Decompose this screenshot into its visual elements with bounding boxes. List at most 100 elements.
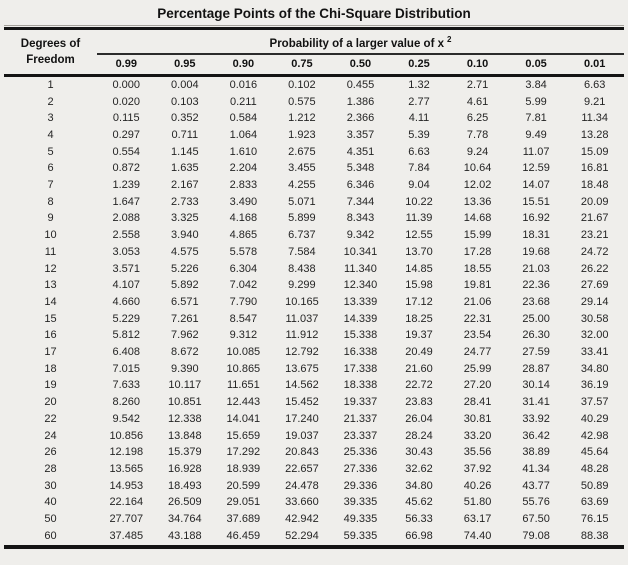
value-cell: 21.67 (580, 212, 609, 225)
value-cell: 10.165 (285, 295, 319, 308)
value-cell: 37.689 (226, 513, 261, 526)
value-cell: 18.25 (405, 312, 433, 325)
value-cell: 26.22 (580, 262, 609, 275)
value-cell: 18.493 (167, 479, 202, 492)
value-cell: 2.204 (229, 162, 258, 175)
df-cell: 30 (44, 479, 57, 492)
probability-group-label: Probability of a larger value of x (269, 37, 444, 50)
value-cell: 19.81 (463, 279, 492, 292)
value-cell: 21.03 (522, 262, 550, 275)
value-cell: 0.102 (288, 78, 316, 91)
value-cell: 0.000 (112, 78, 141, 91)
value-cell: 40.29 (580, 412, 609, 425)
value-cell: 36.19 (580, 379, 609, 392)
value-cell: 26.30 (522, 329, 550, 342)
value-cell: 12.198 (109, 446, 144, 459)
value-cell: 4.11 (408, 112, 430, 125)
value-cell: 7.015 (112, 362, 141, 375)
value-cell: 21.60 (405, 362, 433, 375)
value-cell: 5.39 (408, 128, 430, 141)
df-cell: 16 (44, 329, 57, 342)
probability-superscript: 2 (447, 35, 452, 44)
table-row: 5 0.554 1.145 1.610 2.675 4.351 6.63 9.24 11.07 1… (4, 144, 624, 161)
value-cell: 8.438 (288, 262, 316, 275)
value-cell: 37.485 (109, 529, 144, 542)
value-cell: 25.336 (343, 446, 378, 459)
value-cell: 25.00 (522, 312, 550, 325)
value-cell: 20.599 (226, 479, 261, 492)
value-cell: 15.98 (405, 279, 433, 292)
value-cell: 16.338 (343, 346, 378, 359)
value-cell: 7.344 (346, 195, 375, 208)
column-header-0.90: 0.90 (214, 53, 273, 77)
column-headers-row: 0.99 0.95 0.90 0.75 0.50 0.25 0.10 0.05 0.01 (4, 53, 624, 77)
value-cell: 14.953 (109, 479, 144, 492)
value-cell: 13.565 (109, 463, 144, 475)
chi-square-table: Degrees of Freedom Probability of a larg… (4, 27, 624, 549)
value-cell: 18.338 (343, 379, 378, 392)
value-cell: 30.81 (463, 412, 492, 425)
value-cell: 24.478 (285, 479, 319, 492)
table-row: 13 4.107 5.892 7.042 9.299 12.340 15.98 19.81 22… (4, 277, 624, 294)
table-row: 17 6.408 8.672 10.085 12.792 16.338 20.49 24.77… (4, 344, 624, 361)
value-cell: 1.386 (346, 95, 375, 108)
value-cell: 2.558 (112, 229, 141, 242)
value-cell: 33.660 (285, 496, 319, 509)
value-cell: 16.92 (522, 212, 550, 225)
value-cell: 14.562 (285, 379, 319, 392)
value-cell: 17.28 (463, 245, 492, 258)
df-cell: 2 (47, 95, 54, 108)
value-cell: 2.167 (171, 179, 199, 192)
value-cell: 29.14 (580, 295, 609, 308)
value-cell: 28.24 (405, 429, 433, 442)
value-cell: 11.34 (581, 112, 609, 125)
value-cell: 30.14 (522, 379, 550, 392)
df-cell: 50 (44, 513, 57, 526)
value-cell: 15.659 (226, 429, 261, 442)
value-cell: 45.64 (580, 446, 609, 459)
value-cell: 9.24 (466, 145, 489, 158)
value-cell: 1.635 (171, 162, 199, 175)
value-cell: 18.55 (463, 262, 492, 275)
value-cell: 7.790 (229, 295, 258, 308)
value-cell: 3.84 (525, 78, 547, 91)
column-header-0.10: 0.10 (448, 53, 507, 77)
table-row: 7 1.239 2.167 2.833 4.255 6.346 9.04 12.02 14.07… (4, 177, 624, 194)
value-cell: 1.923 (288, 128, 316, 141)
value-cell: 79.08 (522, 529, 550, 542)
value-cell: 67.50 (522, 513, 550, 526)
value-cell: 56.33 (405, 513, 433, 526)
value-cell: 35.56 (463, 446, 492, 459)
value-cell: 36.42 (522, 429, 550, 442)
value-cell: 8.547 (229, 312, 258, 325)
value-cell: 33.92 (522, 412, 550, 425)
value-cell: 11.912 (285, 329, 319, 342)
value-cell: 8.260 (112, 396, 141, 409)
value-cell: 6.408 (112, 346, 141, 359)
value-cell: 66.98 (405, 529, 433, 542)
value-cell: 37.92 (463, 463, 492, 475)
value-cell: 19.68 (522, 245, 550, 258)
value-cell: 23.21 (580, 229, 609, 242)
value-cell: 1.145 (171, 145, 199, 158)
value-cell: 2.77 (408, 95, 430, 108)
value-cell: 9.390 (171, 362, 199, 375)
column-header-0.75: 0.75 (272, 53, 332, 77)
value-cell: 6.63 (583, 78, 606, 91)
value-cell: 7.78 (466, 128, 489, 141)
value-cell: 13.675 (285, 362, 319, 375)
value-cell: 55.76 (522, 496, 550, 509)
value-cell: 28.87 (522, 362, 550, 375)
df-cell: 28 (44, 463, 57, 475)
value-cell: 12.792 (285, 346, 319, 359)
value-cell: 17.338 (343, 362, 378, 375)
df-cell: 6 (47, 162, 54, 175)
value-cell: 2.675 (288, 145, 316, 158)
value-cell: 5.99 (525, 95, 547, 108)
value-cell: 9.49 (525, 128, 547, 141)
value-cell: 11.340 (344, 262, 377, 275)
df-cell: 9 (47, 212, 54, 225)
table-row: 2 0.020 0.103 0.211 0.575 1.386 2.77 4.61 5.99 9.… (4, 94, 624, 111)
table-row: 10 2.558 3.940 4.865 6.737 9.342 12.55 15.99 18.… (4, 227, 624, 244)
